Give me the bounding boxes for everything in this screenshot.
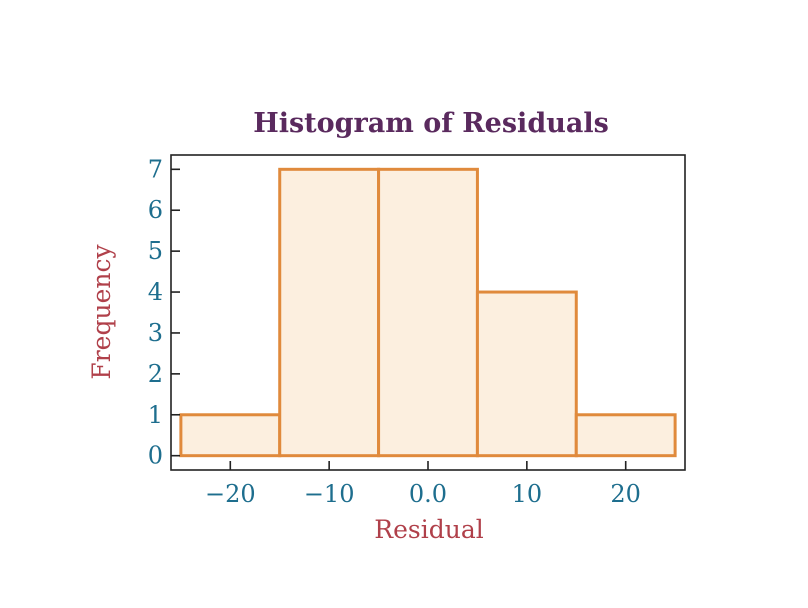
y-tick-label-3: 3 bbox=[148, 319, 163, 347]
y-tick-label-4: 4 bbox=[148, 278, 163, 306]
y-tick-label-7: 7 bbox=[148, 155, 163, 183]
histogram-bar-4 bbox=[574, 413, 677, 458]
x-axis-label: Residual bbox=[374, 515, 483, 544]
y-tick-label-5: 5 bbox=[148, 237, 163, 265]
histogram-bar-3 bbox=[475, 290, 578, 458]
x-tick-label-0: −20 bbox=[205, 480, 256, 508]
y-tick-label-2: 2 bbox=[148, 360, 163, 388]
x-tick-label-3: 10 bbox=[512, 480, 543, 508]
x-tick-label-1: −10 bbox=[304, 480, 355, 508]
x-ticks-group: −20 −10 0.0 10 20 bbox=[205, 461, 641, 508]
y-tick-label-6: 6 bbox=[148, 196, 163, 224]
histogram-bar-1 bbox=[278, 167, 381, 458]
y-tick-label-1: 1 bbox=[148, 401, 163, 429]
histogram-bar-2 bbox=[377, 167, 479, 458]
x-tick-label-4: 20 bbox=[610, 480, 641, 508]
bars-group bbox=[179, 167, 677, 458]
chart-title: Histogram of Residuals bbox=[253, 108, 609, 139]
histogram-bar-0 bbox=[179, 413, 282, 458]
x-tick-label-2: 0.0 bbox=[409, 480, 447, 508]
y-tick-label-0: 0 bbox=[148, 442, 163, 470]
y-ticks-group: 0 1 2 3 4 5 6 7 bbox=[148, 155, 180, 470]
y-axis-label: Frequency bbox=[87, 244, 116, 380]
